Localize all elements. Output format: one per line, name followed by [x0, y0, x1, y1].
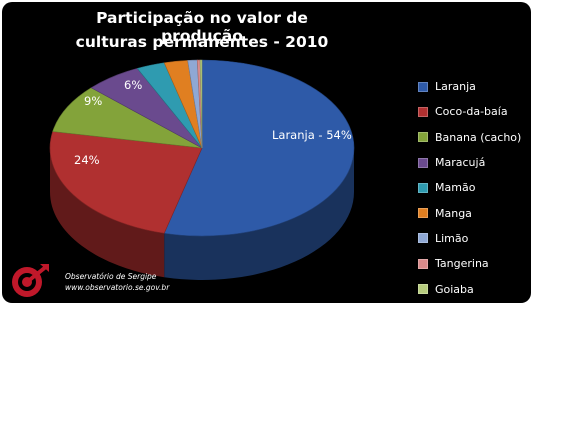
legend-label: Tangerina — [435, 257, 489, 271]
legend-item: Coco-da-baía — [418, 99, 530, 124]
legend-label: Banana (cacho) — [435, 130, 522, 144]
pie-side-0 — [164, 148, 354, 280]
pie-slice-coco-da-ba-a — [49, 131, 203, 234]
credit: Observatório de Sergipe www.observatorio… — [65, 271, 169, 293]
legend-label: Coco-da-baía — [435, 105, 508, 119]
legend-label: Manga — [435, 206, 472, 220]
legend-label: Goiaba — [435, 282, 474, 296]
data-label-coco: 24% — [74, 153, 100, 167]
legend-label: Maracujá — [435, 156, 486, 170]
data-label-laranja: Laranja - 54% — [272, 128, 352, 142]
credit-org: Observatório de Sergipe — [65, 272, 157, 281]
legend-label: Limão — [435, 231, 469, 245]
pie-sides — [50, 148, 354, 280]
legend-swatch — [418, 233, 428, 244]
legend-item: Banana (cacho) — [418, 125, 530, 150]
legend-item: Manga — [418, 200, 530, 225]
legend-swatch — [418, 157, 428, 168]
pie-slices — [49, 59, 355, 237]
legend-swatch — [418, 284, 428, 295]
legend-label: Mamão — [435, 181, 476, 195]
legend-swatch — [418, 258, 428, 269]
pie-slice-laranja — [163, 59, 355, 237]
observatorio-logo — [12, 264, 49, 297]
legend-item: Laranja — [418, 74, 530, 99]
pie-slice-goiaba — [199, 59, 203, 149]
legend-item: Mamão — [418, 175, 530, 200]
legend-swatch — [418, 182, 428, 193]
legend-item: Limão — [418, 226, 530, 251]
chart-title-line-1: Participação no valor de produção — [96, 9, 308, 45]
credit-url: www.observatorio.se.gov.br — [65, 283, 170, 292]
data-label-banana: 9% — [84, 94, 103, 108]
pie-slice-banana-cacho- — [52, 87, 203, 149]
legend-swatch — [418, 208, 428, 219]
legend-item: Tangerina — [418, 251, 530, 276]
legend-item: Goiaba — [418, 276, 530, 301]
legend-swatch — [418, 81, 428, 92]
chart-title-line-2: culturas permanentes - 2010 — [75, 33, 329, 51]
legend-swatch — [418, 106, 428, 117]
pie-side-1 — [50, 148, 165, 278]
chart-panel: Participação no valor de produção cultur… — [2, 2, 531, 303]
legend-item: Maracujá — [418, 150, 530, 175]
data-label-maracuja: 6% — [124, 78, 143, 92]
legend: Laranja Coco-da-baía Banana (cacho) Maracuj… — [418, 74, 530, 302]
legend-swatch — [418, 132, 428, 143]
pie-chart — [49, 59, 355, 280]
legend-label: Laranja — [435, 80, 476, 94]
